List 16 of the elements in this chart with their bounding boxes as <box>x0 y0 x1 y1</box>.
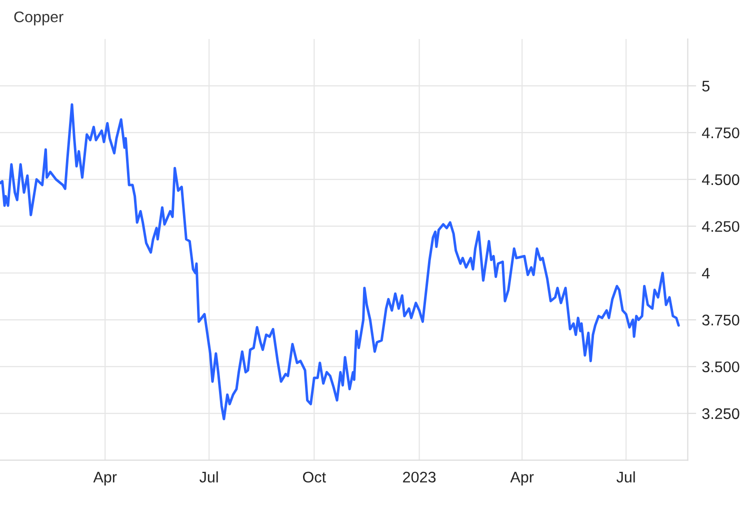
y-tick-label: 3.250 <box>702 408 740 420</box>
y-tick-label: 5 <box>702 80 710 92</box>
y-tick-label: 4.750 <box>702 127 740 138</box>
x-tick-label: Jul <box>200 471 218 483</box>
x-tick-label: Apr <box>93 472 117 486</box>
x-tick-label: Apr <box>510 472 534 486</box>
y-tick-label: 4.500 <box>702 174 740 186</box>
y-tick-label: 3.500 <box>702 361 740 372</box>
x-tick-label: 2023 <box>403 472 436 483</box>
x-tick-label: Jul <box>616 471 635 483</box>
y-tick-label: 3.750 <box>702 314 740 326</box>
x-tick-label: Oct <box>303 472 326 483</box>
line-series <box>0 103 680 420</box>
chart-title: Copper <box>14 11 64 26</box>
y-tick-label: 4.250 <box>702 221 740 232</box>
y-tick-label: 4 <box>702 268 710 279</box>
